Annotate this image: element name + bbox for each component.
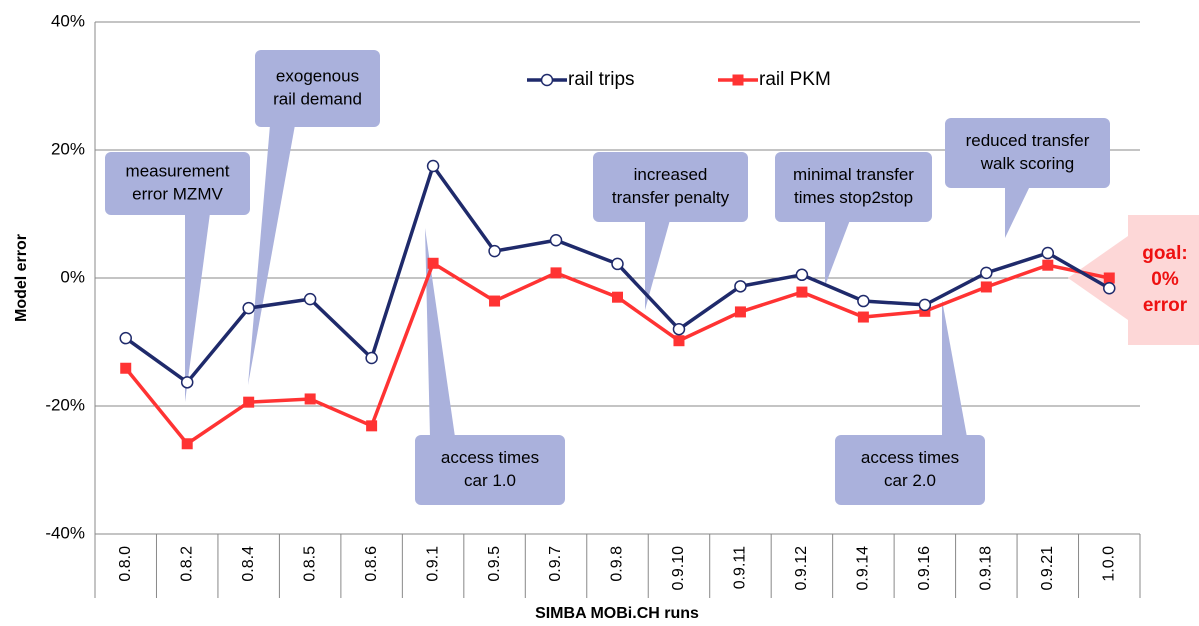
- point: [366, 420, 378, 432]
- point: [1042, 259, 1054, 271]
- legend-label: rail PKM: [759, 69, 831, 90]
- point: [1103, 281, 1116, 295]
- x-tick-label: 0.9.14: [855, 546, 872, 591]
- x-tick-label: 0.8.2: [178, 546, 195, 582]
- point: [919, 305, 931, 317]
- annotation-text: walk scoring: [980, 154, 1075, 173]
- x-tick-label: 0.8.4: [240, 546, 257, 582]
- x-tick-label: 0.9.5: [486, 546, 503, 582]
- goal-arrow: [1068, 215, 1199, 345]
- point: [672, 322, 686, 336]
- legend-marker: [540, 73, 554, 87]
- annotation-text: car 1.0: [464, 471, 516, 490]
- point: [611, 257, 624, 271]
- point: [918, 298, 932, 312]
- callout-tail: [1005, 186, 1030, 238]
- x-tick-label: 0.8.6: [363, 546, 380, 582]
- x-tick-label: 0.8.0: [117, 546, 134, 582]
- goal-text: 0%: [1151, 269, 1179, 290]
- y-tick-label: 20%: [51, 139, 85, 158]
- annotation-text: times stop2stop: [794, 188, 913, 207]
- callout-tail: [248, 125, 295, 385]
- y-tick-label: 40%: [51, 11, 85, 30]
- x-tick-label: 0.9.10: [670, 546, 687, 591]
- x-tick-label: 0.8.5: [301, 546, 318, 582]
- x-tick-label: 0.9.21: [1039, 546, 1056, 591]
- callout-tail: [825, 220, 850, 286]
- x-tick-label: 0.9.1: [424, 546, 441, 582]
- point: [426, 159, 440, 173]
- x-tick-label: 0.9.8: [609, 546, 626, 582]
- annotation-text: measurement: [126, 161, 230, 180]
- point: [1103, 272, 1115, 284]
- annotation-text: access times: [861, 448, 959, 467]
- annotation-text: access times: [441, 448, 539, 467]
- point: [857, 294, 870, 308]
- point: [181, 438, 193, 450]
- callout-box: [593, 152, 748, 222]
- callout-tail: [185, 213, 210, 402]
- point: [120, 362, 132, 374]
- callout-tail: [425, 228, 455, 437]
- annotation-text: minimal transfer: [793, 165, 914, 184]
- legend-label: rail trips: [568, 69, 635, 90]
- point: [857, 311, 869, 323]
- annotation-text: rail demand: [273, 89, 362, 108]
- callout-box: [775, 152, 932, 222]
- point: [488, 244, 501, 258]
- y-tick-label: -40%: [45, 523, 85, 542]
- goal-text: error: [1143, 295, 1188, 316]
- legend-marker: [732, 74, 744, 86]
- point: [795, 268, 809, 282]
- x-tick-label: 0.9.18: [978, 546, 995, 591]
- point: [304, 393, 316, 405]
- point: [303, 292, 317, 306]
- callout-tail: [942, 300, 967, 437]
- point: [612, 291, 623, 303]
- point: [243, 396, 255, 408]
- callout-box: [945, 118, 1110, 188]
- goal-text: goal:: [1142, 243, 1187, 264]
- callout-box: [835, 435, 985, 505]
- point: [549, 233, 563, 247]
- x-tick-label: 0.9.16: [916, 546, 933, 591]
- point: [734, 280, 747, 293]
- point: [796, 286, 808, 298]
- point: [119, 331, 132, 345]
- y-axis-title: Model error: [13, 234, 30, 322]
- point: [550, 267, 562, 279]
- annotation-text: error MZMV: [132, 184, 223, 203]
- y-tick-label: -20%: [45, 395, 85, 414]
- point: [242, 301, 255, 315]
- x-tick-label: 0.9.7: [547, 546, 564, 582]
- point: [734, 306, 746, 318]
- point: [673, 335, 685, 347]
- y-tick-label: 0%: [60, 267, 85, 286]
- point: [180, 376, 194, 389]
- point: [1041, 246, 1055, 260]
- point: [365, 351, 378, 365]
- point: [980, 281, 992, 293]
- annotation-text: transfer penalty: [612, 188, 730, 207]
- callout-box: [255, 50, 380, 127]
- x-tick-label: 1.0.0: [1100, 546, 1117, 582]
- annotation-text: reduced transfer: [966, 131, 1090, 150]
- annotation-text: car 2.0: [884, 471, 936, 490]
- callout-box: [105, 152, 250, 215]
- callout-tail: [645, 220, 670, 310]
- x-axis-title: SIMBA MOBi.CH runs: [535, 605, 699, 622]
- point: [980, 266, 993, 280]
- point: [427, 257, 439, 269]
- x-tick-label: 0.9.11: [732, 546, 749, 589]
- x-tick-label: 0.9.12: [793, 546, 810, 591]
- annotation-text: exogenous: [276, 66, 359, 85]
- annotation-text: increased: [634, 165, 708, 184]
- callout-box: [415, 435, 565, 505]
- point: [489, 295, 501, 307]
